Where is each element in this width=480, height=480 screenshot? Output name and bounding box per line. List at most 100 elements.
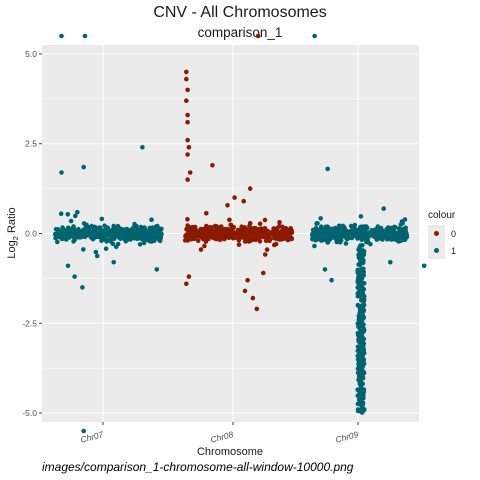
data-point	[359, 234, 365, 239]
data-point	[392, 225, 398, 230]
data-point	[60, 232, 66, 237]
data-point	[358, 214, 364, 219]
data-point	[91, 230, 96, 235]
legend-label: 0	[451, 229, 456, 239]
deletion-point	[357, 245, 362, 250]
data-point	[93, 249, 99, 255]
data-point	[65, 212, 71, 217]
data-point	[121, 236, 127, 241]
outlier-point	[261, 270, 266, 276]
data-point	[110, 241, 116, 247]
data-point	[228, 229, 234, 235]
outlier-point	[245, 277, 250, 283]
data-point	[318, 238, 324, 243]
data-point	[354, 228, 359, 233]
data-point	[189, 236, 195, 241]
outlier-point	[250, 295, 256, 301]
outlier-point	[186, 274, 192, 279]
deletion-point	[359, 343, 365, 348]
legend-key-dot	[434, 248, 439, 253]
data-point	[274, 226, 280, 232]
outlier-point	[82, 33, 88, 39]
deletion-point	[355, 267, 361, 273]
outlier-point	[111, 259, 116, 265]
data-point	[226, 233, 231, 238]
outlier-point	[80, 285, 85, 290]
data-point	[66, 232, 71, 238]
data-point	[185, 238, 191, 243]
data-point	[236, 242, 242, 247]
data-point	[255, 229, 260, 235]
data-point	[404, 234, 410, 240]
data-point	[73, 213, 78, 219]
deletion-point	[358, 358, 364, 363]
outlier-point	[81, 428, 86, 434]
data-points	[52, 33, 427, 434]
data-point	[398, 230, 403, 236]
data-point	[118, 236, 123, 242]
y-axis-title: Log2 Ratio	[6, 207, 20, 258]
data-point	[385, 225, 391, 230]
data-point	[112, 228, 117, 233]
outlier-point	[254, 306, 260, 312]
deletion-point	[358, 352, 364, 358]
data-point	[313, 225, 319, 231]
deletion-point	[355, 344, 361, 350]
deletion-point	[361, 348, 367, 353]
data-point	[149, 239, 154, 244]
data-point	[115, 241, 121, 247]
figure-caption: images/comparison_1-chromosome-all-windo…	[42, 460, 354, 474]
data-point	[101, 233, 107, 238]
data-point	[124, 233, 130, 238]
data-point	[210, 235, 215, 240]
data-point	[70, 231, 75, 236]
outlier-point	[185, 119, 190, 125]
deletion-point	[358, 395, 364, 401]
outlier-point	[255, 33, 261, 39]
data-point	[257, 239, 263, 244]
legend-title: colour	[428, 210, 456, 221]
data-point	[58, 211, 64, 216]
data-point	[183, 233, 189, 238]
deletion-point	[356, 315, 362, 321]
data-point	[266, 230, 272, 236]
data-point	[316, 232, 322, 238]
data-point	[285, 237, 291, 243]
x-tick-label: Chr09	[334, 429, 359, 445]
data-point	[200, 230, 206, 235]
outlier-point	[186, 145, 192, 150]
data-point	[184, 227, 189, 232]
outlier-point	[329, 277, 334, 283]
outlier-point	[185, 152, 190, 157]
outlier-point	[59, 33, 64, 39]
data-point	[128, 237, 133, 242]
y-tick-label: -2.5	[22, 318, 37, 328]
outlier-point	[421, 263, 427, 269]
legend-entries: 01	[428, 225, 456, 259]
data-point	[378, 236, 383, 241]
data-point	[344, 236, 349, 241]
deletion-point	[358, 304, 364, 309]
deletion-point	[360, 285, 365, 291]
data-point	[314, 221, 319, 226]
data-point	[94, 253, 100, 259]
data-point	[242, 239, 248, 244]
data-point	[155, 223, 160, 229]
deletion-point	[356, 285, 361, 291]
data-point	[89, 234, 94, 239]
data-point	[152, 230, 157, 236]
outlier-point	[65, 263, 71, 269]
data-point	[244, 234, 250, 239]
data-point	[351, 231, 357, 237]
data-point	[363, 235, 369, 240]
deletion-point	[356, 364, 362, 370]
data-point	[185, 217, 190, 222]
chart-title: CNV - All Chromosomes	[153, 4, 326, 21]
data-point	[276, 233, 281, 238]
deletion-point	[361, 273, 367, 278]
data-point	[259, 232, 265, 238]
data-point	[381, 206, 387, 211]
data-point	[140, 228, 146, 234]
y-tick-label: -5.0	[22, 408, 37, 418]
